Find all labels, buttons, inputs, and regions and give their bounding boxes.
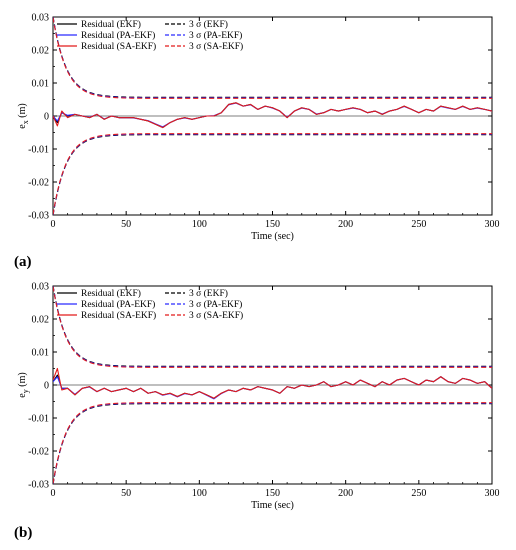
y-axis-label-unit: (m) xyxy=(17,103,28,120)
sigma-bound-lower-2 xyxy=(53,402,492,484)
legend-item: Residual (EKF) xyxy=(57,288,141,299)
legend-item: 3 σ (SA-EKF) xyxy=(165,41,243,52)
x-tick-label: 250 xyxy=(411,488,426,499)
x-tick-label: 50 xyxy=(121,219,131,230)
legend-label: Residual (PA-EKF) xyxy=(81,299,155,310)
x-tick-label: 250 xyxy=(411,219,426,230)
legend-label: Residual (EKF) xyxy=(81,288,141,299)
x-tick-label: 300 xyxy=(485,488,500,499)
y-axis-label-sub: x xyxy=(21,120,30,124)
legend-label: 3 σ (EKF) xyxy=(189,19,228,30)
sigma-bound-lower-1 xyxy=(53,134,492,215)
x-axis-label: Time (sec) xyxy=(251,500,294,511)
legend-label: 3 σ (SA-EKF) xyxy=(189,310,243,321)
legend: Residual (EKF)Residual (PA-EKF)Residual … xyxy=(57,288,243,321)
plot-area xyxy=(53,286,492,484)
x-tick-label: 100 xyxy=(192,219,207,230)
x-tick-label: 200 xyxy=(338,219,353,230)
sigma-bound-upper-3 xyxy=(53,17,492,99)
legend-label: Residual (PA-EKF) xyxy=(81,30,155,41)
chart-panel-2: 0 50 100 150 200 250 300 -0.03 -0.02 -0.01 0 0.01 0.… xyxy=(14,282,500,542)
x-tick-label: 100 xyxy=(192,488,207,499)
y-tick-label: -0.03 xyxy=(28,480,49,491)
x-tick-label: 200 xyxy=(338,488,353,499)
legend-label: Residual (SA-EKF) xyxy=(81,41,156,52)
y-tick-label: 0.01 xyxy=(32,348,50,359)
sigma-bound-lower-2 xyxy=(53,133,492,215)
legend-item: Residual (PA-EKF) xyxy=(57,299,155,310)
x-axis-label: Time (sec) xyxy=(251,231,294,242)
y-axis-label-main: e xyxy=(17,124,28,129)
y-tick-label: -0.02 xyxy=(28,447,49,458)
legend-label: 3 σ (PA-EKF) xyxy=(189,30,242,41)
y-tick-label: -0.01 xyxy=(28,145,49,156)
legend-item: 3 σ (PA-EKF) xyxy=(165,299,242,310)
y-tick-label: 0 xyxy=(44,381,49,392)
sigma-bound-lower-3 xyxy=(53,133,492,215)
legend-label: 3 σ (PA-EKF) xyxy=(189,299,242,310)
y-tick-label: -0.01 xyxy=(28,414,49,425)
legend-item: 3 σ (PA-EKF) xyxy=(165,30,242,41)
y-tick-label: 0 xyxy=(44,112,49,123)
y-axis-label: ex (m) xyxy=(17,103,30,128)
y-axis-label-sub: y xyxy=(21,389,30,393)
y-tick-label: -0.03 xyxy=(28,211,49,222)
residual-line-1 xyxy=(53,102,492,129)
residual-line-3 xyxy=(53,367,492,399)
legend-item: 3 σ (EKF) xyxy=(165,288,228,299)
legend-label: 3 σ (SA-EKF) xyxy=(189,41,243,52)
y-tick-label: 0.03 xyxy=(32,282,50,293)
legend: Residual (EKF)Residual (PA-EKF)Residual … xyxy=(57,19,243,52)
y-tick-label: -0.02 xyxy=(28,178,49,189)
chart-panel-1: 0 50 100 150 200 250 300 -0.03 -0.02 -0.01 0 0.01 0.… xyxy=(14,13,500,271)
residual-line-1 xyxy=(53,374,492,399)
y-tick-label: 0.02 xyxy=(32,315,50,326)
x-tick-label: 0 xyxy=(51,488,56,499)
y-tick-label: 0.01 xyxy=(32,79,50,90)
legend-item: 3 σ (SA-EKF) xyxy=(165,310,243,321)
x-tick-label: 150 xyxy=(265,488,280,499)
panel-tag: (a) xyxy=(14,254,32,270)
residual-line-3 xyxy=(53,102,492,129)
legend-item: Residual (EKF) xyxy=(57,19,141,30)
y-tick-label: 0.03 xyxy=(32,13,50,24)
legend-label: Residual (SA-EKF) xyxy=(81,310,156,321)
legend-label: 3 σ (EKF) xyxy=(189,288,228,299)
residual-line-2 xyxy=(53,102,492,128)
y-axis-label-main: e xyxy=(17,393,28,398)
sigma-bound-upper-3 xyxy=(53,286,492,368)
x-tick-label: 0 xyxy=(51,219,56,230)
x-tick-label: 300 xyxy=(485,219,500,230)
x-tick-label: 50 xyxy=(121,488,131,499)
plot-area xyxy=(53,17,492,215)
panel-tag: (b) xyxy=(14,525,32,541)
sigma-bound-lower-3 xyxy=(53,402,492,484)
y-axis-label: ey (m) xyxy=(17,372,30,397)
legend-item: 3 σ (EKF) xyxy=(165,19,228,30)
y-tick-label: 0.02 xyxy=(32,46,50,57)
sigma-bound-lower-1 xyxy=(53,403,492,484)
y-axis-label-unit: (m) xyxy=(17,372,28,389)
legend-label: Residual (EKF) xyxy=(81,19,141,30)
legend-item: Residual (SA-EKF) xyxy=(57,41,156,52)
legend-item: Residual (SA-EKF) xyxy=(57,310,156,321)
x-tick-label: 150 xyxy=(265,219,280,230)
legend-item: Residual (PA-EKF) xyxy=(57,30,155,41)
